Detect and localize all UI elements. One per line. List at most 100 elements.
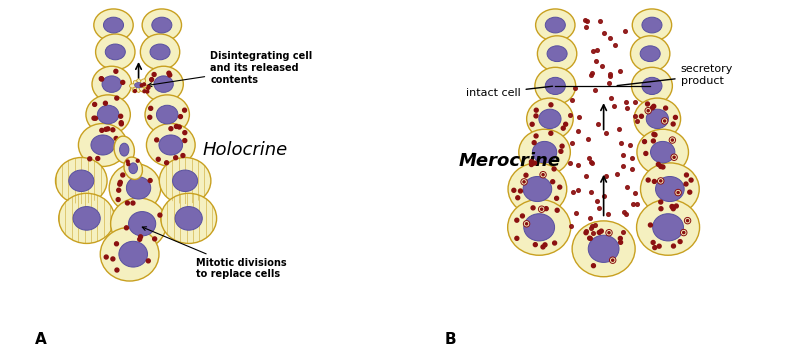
Point <box>585 160 598 166</box>
Circle shape <box>105 127 109 131</box>
Circle shape <box>118 180 122 184</box>
Text: B: B <box>444 332 456 347</box>
Ellipse shape <box>639 46 659 62</box>
Circle shape <box>538 206 544 212</box>
Circle shape <box>661 118 667 124</box>
Point <box>603 35 616 40</box>
Circle shape <box>103 101 107 105</box>
Point <box>582 155 595 161</box>
Point <box>616 209 629 215</box>
Ellipse shape <box>636 199 699 255</box>
Circle shape <box>657 178 663 184</box>
Circle shape <box>139 235 143 239</box>
Ellipse shape <box>547 46 566 62</box>
Circle shape <box>114 242 118 246</box>
Circle shape <box>590 264 594 268</box>
Ellipse shape <box>135 82 142 88</box>
Circle shape <box>127 163 130 166</box>
Ellipse shape <box>161 193 217 243</box>
Ellipse shape <box>139 87 144 92</box>
Circle shape <box>673 204 677 208</box>
Ellipse shape <box>110 198 166 250</box>
Circle shape <box>181 154 185 158</box>
Point <box>623 142 636 148</box>
Circle shape <box>672 156 675 158</box>
Text: Holocrine: Holocrine <box>203 141 288 159</box>
Circle shape <box>119 122 123 126</box>
Circle shape <box>156 157 160 161</box>
Circle shape <box>148 115 152 119</box>
Ellipse shape <box>636 129 688 175</box>
Circle shape <box>167 71 170 75</box>
Circle shape <box>677 240 681 243</box>
Ellipse shape <box>133 81 139 86</box>
Point <box>603 73 616 79</box>
Circle shape <box>557 185 561 189</box>
Ellipse shape <box>128 212 156 236</box>
Point <box>564 140 577 146</box>
Circle shape <box>533 243 537 247</box>
Point <box>585 71 598 76</box>
Circle shape <box>683 182 687 186</box>
Point <box>584 189 597 195</box>
Point <box>565 189 578 195</box>
Circle shape <box>119 121 123 125</box>
Point <box>588 87 601 93</box>
Circle shape <box>136 159 139 162</box>
Circle shape <box>96 156 100 160</box>
Circle shape <box>676 192 678 194</box>
Circle shape <box>652 133 656 137</box>
Ellipse shape <box>55 158 107 204</box>
Circle shape <box>611 259 613 261</box>
Circle shape <box>607 232 609 234</box>
Ellipse shape <box>650 141 674 163</box>
Point <box>620 184 633 190</box>
Circle shape <box>158 213 161 217</box>
Ellipse shape <box>526 98 573 140</box>
Circle shape <box>177 125 181 129</box>
Circle shape <box>118 182 122 186</box>
Circle shape <box>646 178 650 182</box>
Point <box>569 210 581 216</box>
Circle shape <box>685 219 688 222</box>
Circle shape <box>182 131 187 135</box>
Point <box>627 113 640 119</box>
Circle shape <box>143 90 146 93</box>
Point <box>585 223 598 229</box>
Circle shape <box>111 128 114 132</box>
Ellipse shape <box>146 124 195 166</box>
Circle shape <box>138 237 141 241</box>
Point <box>616 163 629 169</box>
Circle shape <box>523 173 527 177</box>
Circle shape <box>663 106 667 110</box>
Ellipse shape <box>537 36 576 72</box>
Point <box>595 63 608 69</box>
Ellipse shape <box>97 105 118 124</box>
Point <box>590 198 603 204</box>
Point <box>619 100 632 105</box>
Text: intact cell: intact cell <box>466 86 551 98</box>
Circle shape <box>148 106 152 110</box>
Ellipse shape <box>124 157 142 179</box>
Ellipse shape <box>159 158 211 204</box>
Ellipse shape <box>522 176 551 202</box>
Point <box>593 18 606 24</box>
Circle shape <box>684 217 690 224</box>
Circle shape <box>658 200 662 204</box>
Circle shape <box>684 173 688 177</box>
Point <box>597 193 610 199</box>
Circle shape <box>552 241 556 245</box>
Circle shape <box>534 114 537 118</box>
Point <box>564 224 577 229</box>
Circle shape <box>522 181 525 183</box>
Text: A: A <box>35 332 46 347</box>
Circle shape <box>121 81 125 84</box>
Point <box>596 30 609 35</box>
Circle shape <box>660 165 664 169</box>
Point <box>591 122 604 127</box>
Circle shape <box>534 134 538 138</box>
Point <box>603 72 616 77</box>
Circle shape <box>682 232 684 234</box>
Circle shape <box>111 257 114 261</box>
Point <box>607 103 620 109</box>
